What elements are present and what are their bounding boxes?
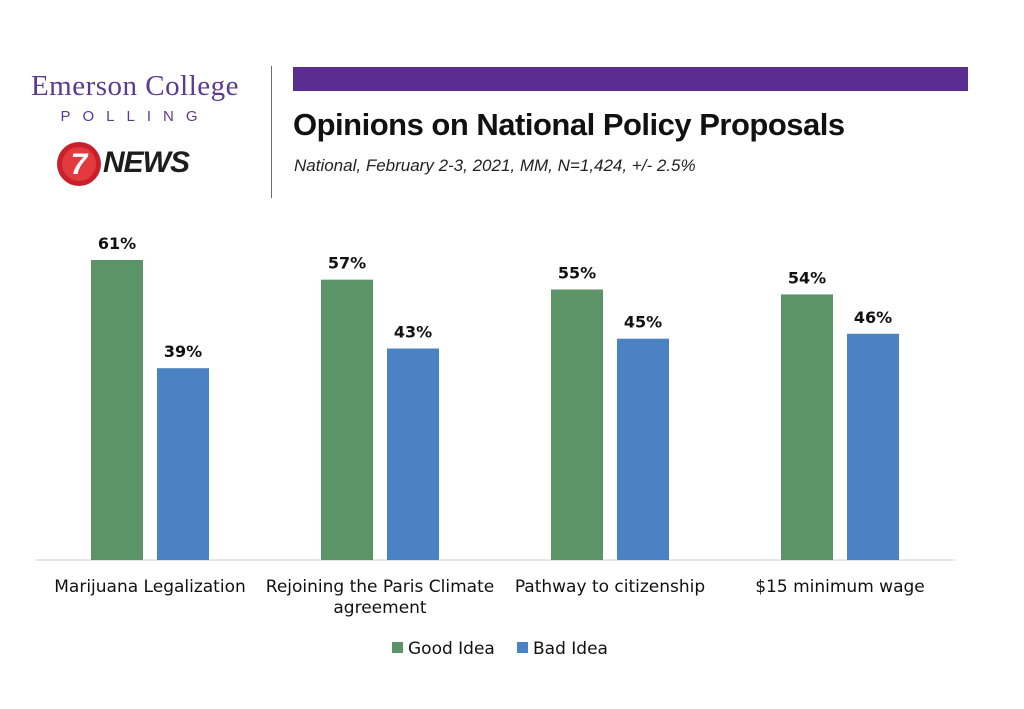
emerson-college-logo: Emerson College: [30, 70, 240, 102]
legend-swatch-good: [392, 642, 403, 653]
7news-logo-icon: 7: [57, 142, 101, 186]
x-tick-label: $15 minimum wage: [755, 577, 925, 597]
news-number: 7: [71, 148, 89, 181]
data-label: 61%: [98, 234, 136, 253]
bar-bad-2: [617, 338, 669, 560]
chart-subtitle: National, February 2-3, 2021, MM, N=1,42…: [294, 156, 696, 175]
bar-good-2: [551, 289, 603, 560]
x-tick-label: agreement: [333, 598, 427, 618]
data-label: 43%: [394, 323, 432, 342]
legend-label-good: Good Idea: [408, 639, 495, 659]
bar-good-0: [91, 260, 143, 560]
polling-wordmark: POLLING: [60, 108, 210, 125]
x-tick-label: Marijuana Legalization: [54, 577, 246, 597]
bar-bad-3: [847, 333, 899, 560]
accent-bar: [293, 67, 968, 91]
x-tick-label: Pathway to citizenship: [515, 577, 705, 597]
bar-good-3: [781, 294, 833, 560]
bar-bad-0: [157, 368, 209, 560]
header-divider: [271, 66, 272, 198]
chart-title: Opinions on National Policy Proposals: [293, 107, 845, 142]
bar-bad-1: [387, 348, 439, 560]
legend-label-bad: Bad Idea: [533, 639, 608, 659]
data-label: 55%: [558, 264, 596, 283]
data-label: 45%: [624, 313, 662, 332]
bar-good-1: [321, 279, 373, 560]
news-wordmark: NEWS: [103, 146, 190, 179]
data-label: 39%: [164, 342, 202, 361]
data-label: 57%: [328, 254, 366, 273]
data-label: 46%: [854, 308, 892, 327]
x-tick-label: Rejoining the Paris Climate: [266, 577, 494, 597]
data-label: 54%: [788, 268, 826, 287]
legend-swatch-bad: [517, 642, 528, 653]
